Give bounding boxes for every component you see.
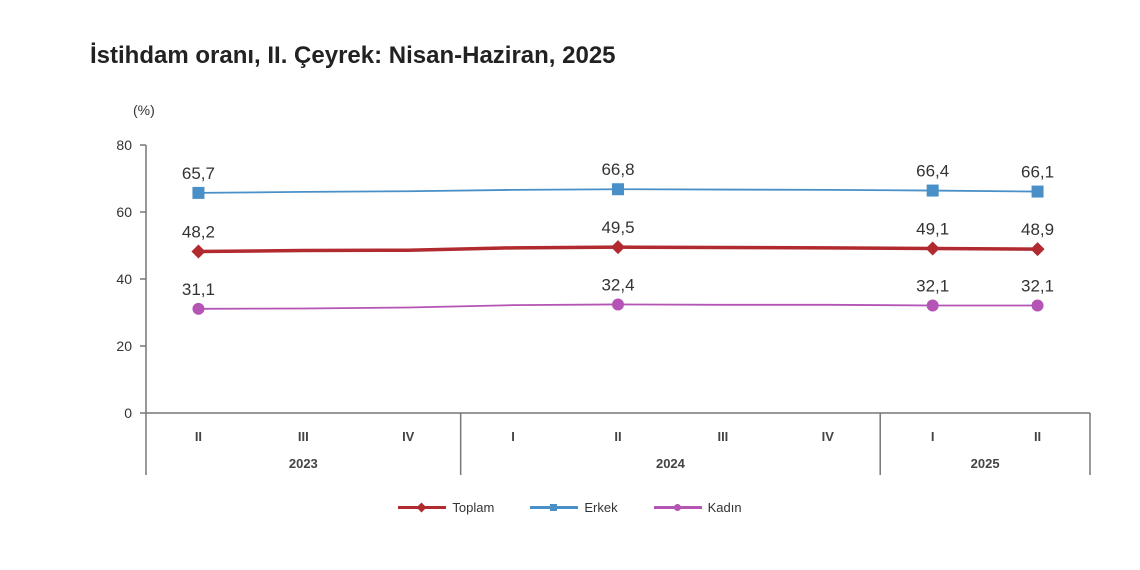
- x-tick-label: III: [717, 429, 728, 444]
- data-label: 48,2: [182, 223, 215, 242]
- data-point: [1031, 185, 1044, 198]
- data-label: 49,1: [916, 220, 949, 239]
- x-group-label: 2025: [971, 456, 1000, 471]
- x-tick-label: III: [298, 429, 309, 444]
- y-tick-label: 40: [116, 271, 132, 287]
- data-label: 32,4: [601, 275, 634, 294]
- legend-swatch: [653, 503, 702, 511]
- data-label: 66,8: [601, 160, 634, 179]
- x-tick-label: IV: [402, 429, 415, 444]
- data-point: [612, 298, 624, 311]
- data-point: [1030, 242, 1045, 257]
- legend-label: Toplam: [452, 500, 495, 515]
- y-tick-label: 0: [124, 405, 132, 421]
- legend-label: Kadın: [707, 500, 742, 515]
- data-point: [1031, 299, 1044, 312]
- x-group-label: 2023: [289, 456, 318, 471]
- y-unit-label: (%): [133, 102, 155, 118]
- legend-item: Toplam: [398, 500, 494, 515]
- series-lines: [191, 183, 1045, 315]
- x-tick-label: IV: [822, 429, 835, 444]
- data-label: 66,4: [916, 162, 949, 181]
- data-label: 32,1: [1021, 276, 1054, 295]
- x-group-label: 2024: [656, 456, 686, 471]
- chart-title: İstihdam oranı, II. Çeyrek: Nisan-Hazira…: [90, 42, 616, 69]
- legend-swatch: [398, 502, 447, 512]
- data-point: [611, 240, 625, 255]
- y-tick-label: 20: [116, 338, 132, 354]
- data-label: 65,7: [182, 164, 215, 183]
- data-point: [612, 183, 624, 196]
- legend-item: Erkek: [530, 500, 618, 515]
- data-point: [192, 302, 205, 315]
- x-tick-label: II: [1034, 429, 1041, 444]
- data-label: 66,1: [1021, 163, 1054, 182]
- data-label: 48,9: [1021, 220, 1054, 239]
- x-tick-label: I: [931, 429, 935, 444]
- x-tick-label: II: [195, 429, 202, 444]
- data-point: [192, 186, 205, 199]
- data-point: [926, 184, 939, 197]
- y-tick-label: 80: [116, 137, 132, 153]
- data-label: 31,1: [182, 280, 215, 299]
- data-label: 49,5: [601, 218, 634, 237]
- x-tick-label: II: [614, 429, 621, 444]
- y-tick-label: 60: [116, 204, 132, 220]
- data-point: [925, 241, 940, 256]
- legend-marker: [673, 503, 681, 511]
- data-label: 32,1: [916, 276, 949, 295]
- legend-marker: [550, 503, 558, 511]
- legend-label: Erkek: [584, 500, 618, 515]
- data-point: [926, 299, 939, 312]
- legend-item: Kadın: [653, 500, 742, 515]
- legend-swatch: [530, 503, 579, 511]
- data-point: [191, 244, 206, 259]
- legend-marker: [416, 502, 427, 512]
- legend: Toplam Erkek Kadın: [0, 500, 1140, 515]
- x-tick-label: I: [511, 429, 515, 444]
- data-labels: 48,2 49,5 49,1 48,9 65,7 66,8 66,4 66,1 31,1 32,4…: [182, 160, 1054, 299]
